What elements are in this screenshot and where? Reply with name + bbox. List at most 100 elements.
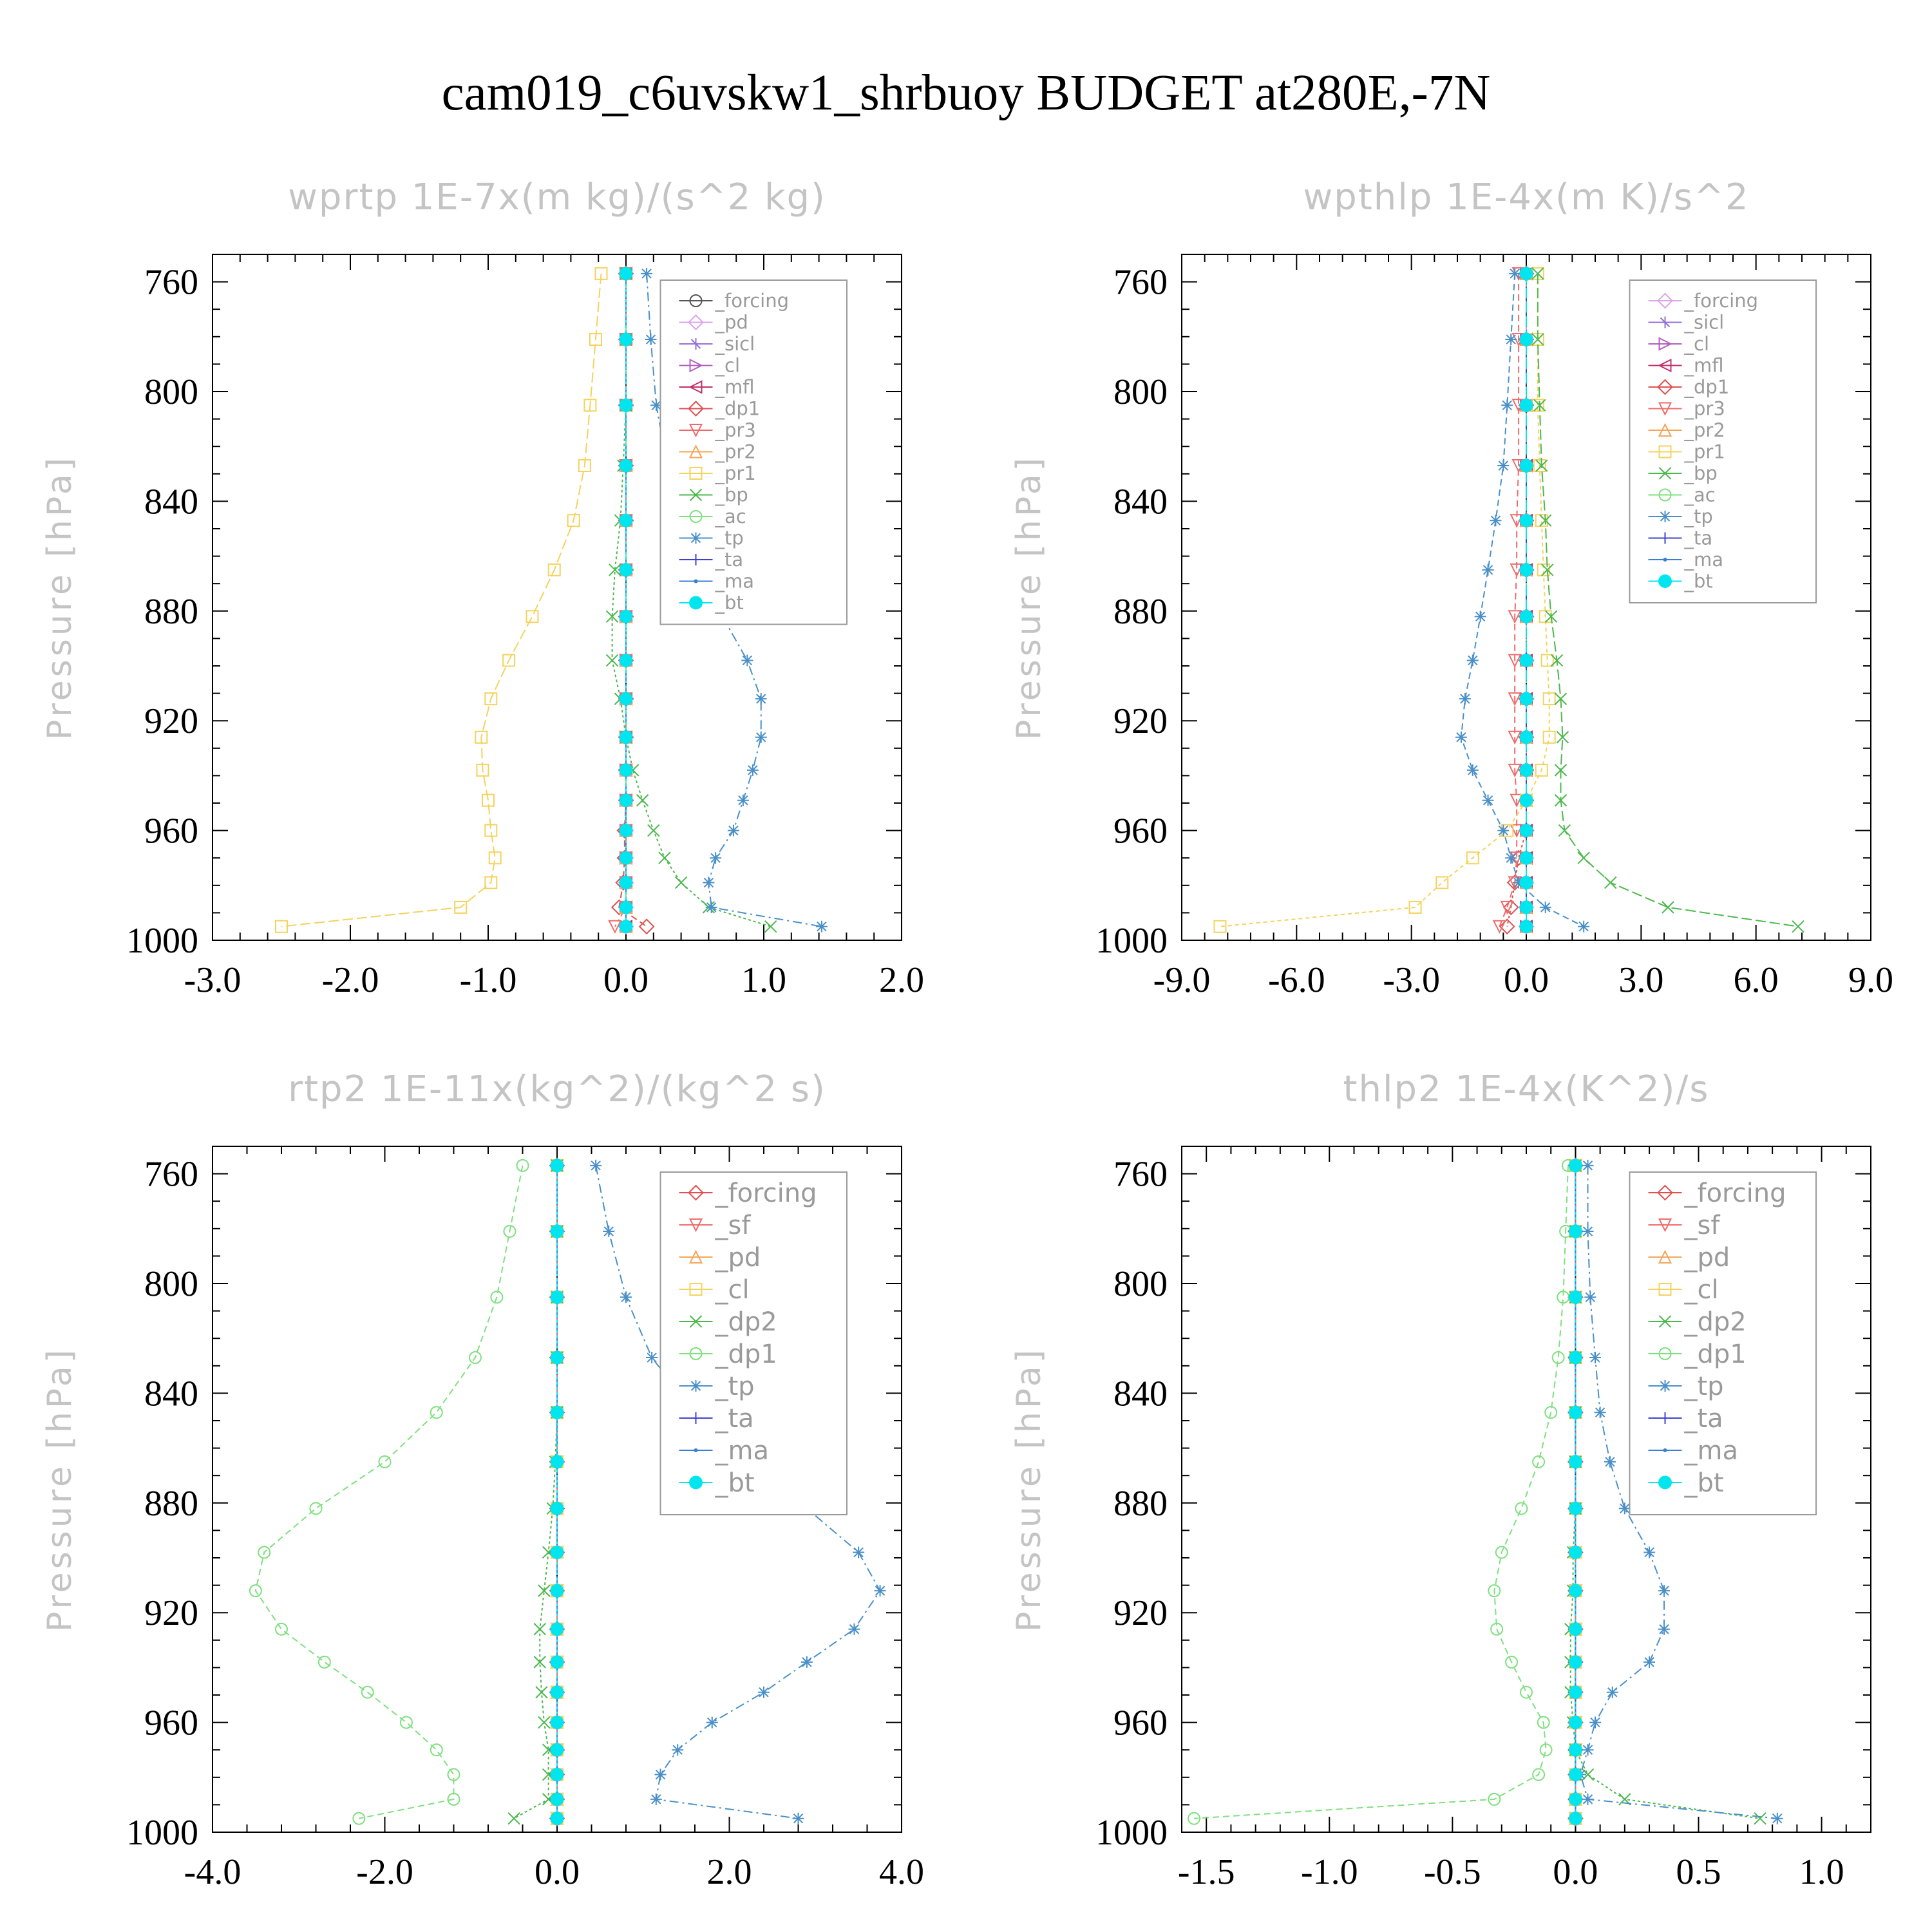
data-point bbox=[484, 824, 498, 837]
x-tick-label: -2.0 bbox=[356, 1852, 413, 1892]
data-point bbox=[1568, 1290, 1582, 1304]
data-point bbox=[1658, 1623, 1670, 1635]
x-tick-label: 0.5 bbox=[1676, 1852, 1721, 1892]
data-point bbox=[1466, 764, 1479, 776]
series-group bbox=[1188, 1157, 1783, 1827]
data-point bbox=[1540, 654, 1554, 667]
legend-marker bbox=[689, 1315, 703, 1328]
data-point bbox=[1568, 1685, 1582, 1700]
y-tick-label: 760 bbox=[1113, 1155, 1168, 1195]
data-point bbox=[361, 1685, 374, 1699]
legend-marker bbox=[1658, 1315, 1672, 1328]
legend-marker bbox=[689, 596, 703, 610]
y-tick-label: 960 bbox=[1113, 1703, 1168, 1743]
chart-panel-4: thlp2 1E-4x(K^2)/s Pressure [hPa] 760 800 84… bbox=[1010, 1068, 1871, 1892]
x-tick-label: 2.0 bbox=[879, 960, 924, 1000]
legend-label: _pr3 bbox=[1684, 398, 1725, 420]
legend-marker bbox=[1659, 511, 1671, 522]
data-point bbox=[1497, 824, 1510, 837]
data-point bbox=[1508, 610, 1522, 624]
data-point bbox=[1589, 1716, 1601, 1728]
legend-label: _ma bbox=[715, 571, 755, 592]
legend-marker bbox=[1658, 1249, 1672, 1264]
data-point bbox=[1513, 876, 1525, 889]
data-point bbox=[1540, 564, 1554, 576]
panels: wprtp 1E-7x(m kg)/(s^2 kg) Pressure [hPa]… bbox=[41, 176, 1893, 1892]
data-point bbox=[1500, 900, 1514, 915]
x-tick-label: -1.0 bbox=[1301, 1852, 1358, 1892]
data-point bbox=[619, 563, 633, 577]
legend-label: _tp bbox=[715, 527, 744, 549]
legend-marker bbox=[1657, 1184, 1673, 1201]
data-point bbox=[550, 1350, 564, 1365]
data-point bbox=[1532, 1768, 1546, 1781]
legend-label: _pr2 bbox=[1684, 419, 1725, 441]
legend-label: _ac bbox=[715, 506, 746, 527]
legend-marker bbox=[690, 554, 702, 565]
y-axis-label: Pressure [hPa] bbox=[1010, 455, 1048, 740]
data-point bbox=[583, 399, 597, 412]
data-point bbox=[672, 1744, 684, 1756]
data-point bbox=[1519, 763, 1533, 777]
data-point bbox=[1520, 1685, 1533, 1699]
data-point bbox=[619, 398, 633, 412]
data-point bbox=[1568, 1743, 1582, 1757]
data-point bbox=[258, 1546, 271, 1559]
data-point bbox=[619, 920, 633, 934]
data-point bbox=[619, 851, 633, 865]
data-point bbox=[1618, 1502, 1631, 1515]
legend-label: _forcing bbox=[1684, 1179, 1786, 1208]
data-point bbox=[746, 764, 759, 776]
legend-label: _ac bbox=[1684, 484, 1716, 506]
legend-marker bbox=[689, 467, 703, 480]
data-point bbox=[1568, 1545, 1582, 1559]
data-point bbox=[619, 513, 633, 527]
data-point bbox=[447, 1768, 460, 1781]
data-point bbox=[567, 514, 580, 527]
data-point bbox=[619, 900, 633, 914]
data-point bbox=[1568, 1716, 1582, 1730]
data-point bbox=[550, 1501, 564, 1515]
legend-label: _sicl bbox=[715, 333, 755, 355]
data-point bbox=[874, 1585, 886, 1597]
data-point bbox=[550, 1655, 564, 1669]
data-point bbox=[605, 610, 619, 623]
legend-marker bbox=[689, 358, 703, 373]
data-point bbox=[550, 1685, 564, 1700]
data-point bbox=[1519, 332, 1533, 346]
data-point bbox=[578, 459, 591, 473]
data-point bbox=[1519, 653, 1533, 667]
data-point bbox=[1568, 1792, 1582, 1806]
legend-marker bbox=[689, 1283, 703, 1296]
data-point bbox=[275, 1622, 288, 1636]
legend-box bbox=[659, 1171, 848, 1515]
data-point bbox=[619, 332, 633, 346]
chart-panel-1: wprtp 1E-7x(m kg)/(s^2 kg) Pressure [hPa]… bbox=[41, 176, 924, 1000]
legend-marker bbox=[1658, 488, 1672, 502]
data-point bbox=[1604, 876, 1617, 889]
legend-marker bbox=[690, 532, 702, 544]
data-point bbox=[1505, 334, 1517, 346]
legend-label: _pd bbox=[715, 1243, 761, 1273]
legend-label: _bt bbox=[1684, 1468, 1724, 1498]
legend-marker bbox=[1658, 445, 1672, 459]
data-point bbox=[1568, 1501, 1582, 1515]
data-point bbox=[800, 1656, 813, 1668]
legend-label: _dp1 bbox=[715, 1340, 777, 1369]
data-point bbox=[1505, 852, 1517, 864]
y-tick-label: 960 bbox=[144, 1703, 198, 1743]
data-point bbox=[430, 1743, 443, 1757]
y-tick-label: 880 bbox=[1113, 1484, 1168, 1524]
legend-label: _cl bbox=[715, 355, 741, 377]
data-point bbox=[378, 1455, 392, 1468]
data-point bbox=[1499, 918, 1515, 935]
data-point bbox=[1519, 563, 1533, 577]
legend-label: _tp bbox=[715, 1372, 755, 1401]
data-point bbox=[647, 824, 660, 837]
data-point bbox=[1542, 730, 1556, 744]
y-tick-label: 800 bbox=[1113, 1264, 1168, 1304]
data-point bbox=[430, 1406, 443, 1419]
y-axis-label: Pressure [hPa] bbox=[1010, 1347, 1048, 1632]
data-point bbox=[1531, 333, 1544, 346]
data-point bbox=[1577, 851, 1590, 864]
